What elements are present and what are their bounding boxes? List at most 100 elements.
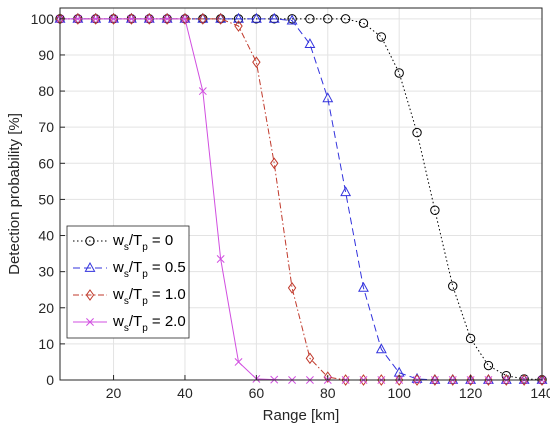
legend-label-part: = 0.5 bbox=[148, 259, 186, 276]
data-point bbox=[430, 205, 440, 215]
x-tick-label: 80 bbox=[320, 385, 336, 401]
data-point bbox=[429, 373, 441, 384]
data-point bbox=[215, 12, 227, 23]
data-point bbox=[322, 92, 334, 103]
data-point bbox=[447, 373, 459, 384]
legend-marker bbox=[85, 289, 95, 301]
data-point bbox=[127, 12, 136, 25]
y-tick-label: 90 bbox=[38, 47, 54, 63]
data-point bbox=[216, 255, 225, 263]
x-tick-label: 100 bbox=[388, 385, 412, 401]
legend-label-part: p bbox=[142, 296, 148, 307]
data-point bbox=[161, 12, 173, 23]
data-point bbox=[179, 12, 191, 23]
legend-marker bbox=[85, 236, 95, 246]
data-point bbox=[448, 281, 458, 291]
data-point bbox=[358, 18, 369, 28]
data-point bbox=[145, 12, 154, 25]
x-axis-label: Range [km] bbox=[263, 407, 340, 424]
data-point bbox=[412, 127, 422, 138]
data-point bbox=[270, 157, 279, 170]
data-point bbox=[502, 374, 511, 386]
data-point bbox=[466, 374, 475, 386]
data-point bbox=[252, 56, 261, 69]
data-point bbox=[108, 12, 119, 23]
legend-label-part: = 2.0 bbox=[148, 313, 186, 330]
legend-marker bbox=[86, 318, 94, 326]
legend-label-part: s bbox=[124, 296, 129, 307]
data-point bbox=[359, 374, 368, 386]
data-point bbox=[198, 87, 207, 96]
legend-label: ws/Tp = 1.0 bbox=[112, 286, 186, 307]
data-point bbox=[341, 374, 350, 386]
data-point bbox=[72, 12, 84, 23]
legend-label-part: p bbox=[142, 323, 148, 334]
data-point bbox=[323, 371, 332, 383]
data-point bbox=[181, 14, 189, 23]
data-point bbox=[358, 281, 369, 292]
data-point bbox=[340, 186, 352, 197]
data-point bbox=[197, 12, 209, 23]
legend-label-part: = 0 bbox=[148, 232, 173, 249]
legend-label-part: s bbox=[124, 269, 129, 280]
data-point bbox=[394, 374, 404, 386]
x-tick-label: 20 bbox=[106, 385, 122, 401]
legend-label-part: w bbox=[112, 259, 124, 276]
y-tick-label: 30 bbox=[38, 264, 54, 280]
y-tick-label: 0 bbox=[46, 372, 54, 388]
data-point bbox=[109, 12, 118, 25]
data-point bbox=[234, 20, 243, 32]
data-point bbox=[465, 333, 476, 344]
data-point bbox=[73, 14, 82, 23]
x-tick-label: 140 bbox=[530, 385, 550, 401]
data-point bbox=[500, 373, 512, 384]
legend-label: ws/Tp = 0.5 bbox=[112, 259, 186, 280]
legend-label-part: /T bbox=[129, 286, 142, 303]
data-point bbox=[216, 12, 225, 25]
legend-label-part: w bbox=[112, 286, 124, 303]
x-tick-label: 120 bbox=[459, 385, 483, 401]
data-point bbox=[484, 374, 493, 386]
data-point bbox=[198, 12, 208, 25]
data-point bbox=[180, 12, 190, 25]
data-point bbox=[340, 14, 351, 24]
legend-label-part: s bbox=[124, 323, 129, 334]
data-point bbox=[73, 12, 83, 25]
data-point bbox=[323, 14, 333, 24]
legend-label: ws/Tp = 2.0 bbox=[112, 313, 186, 334]
y-tick-label: 100 bbox=[31, 11, 55, 27]
data-point bbox=[483, 360, 494, 371]
data-point bbox=[412, 374, 422, 386]
legend-label-part: /T bbox=[129, 232, 142, 249]
data-point bbox=[233, 12, 244, 23]
y-tick-label: 50 bbox=[38, 191, 54, 207]
data-point bbox=[305, 352, 315, 365]
data-point bbox=[377, 374, 386, 386]
data-point bbox=[519, 374, 529, 386]
legend-label-part: /T bbox=[129, 259, 142, 276]
legend-label-part: /T bbox=[129, 313, 142, 330]
data-point bbox=[465, 373, 477, 384]
data-point bbox=[536, 373, 548, 384]
y-axis-label: Detection probability [%] bbox=[6, 113, 23, 275]
data-point bbox=[286, 14, 298, 25]
data-point bbox=[304, 38, 316, 49]
data-point bbox=[518, 373, 530, 384]
data-point bbox=[537, 374, 547, 386]
legend-label: ws/Tp = 0 bbox=[112, 232, 173, 253]
data-point bbox=[162, 12, 172, 25]
legend-label-part: p bbox=[142, 242, 148, 253]
data-point bbox=[430, 374, 440, 386]
data-point bbox=[394, 68, 404, 78]
data-point bbox=[375, 343, 387, 354]
data-point bbox=[91, 14, 100, 23]
data-point bbox=[305, 14, 315, 24]
legend-label-part: w bbox=[112, 232, 124, 249]
y-tick-label: 40 bbox=[38, 228, 54, 244]
y-tick-label: 80 bbox=[38, 83, 54, 99]
legend-label-part: = 1.0 bbox=[148, 286, 186, 303]
legend-marker bbox=[84, 261, 96, 272]
data-point bbox=[145, 14, 154, 23]
data-point bbox=[376, 32, 387, 42]
data-point bbox=[91, 12, 100, 25]
